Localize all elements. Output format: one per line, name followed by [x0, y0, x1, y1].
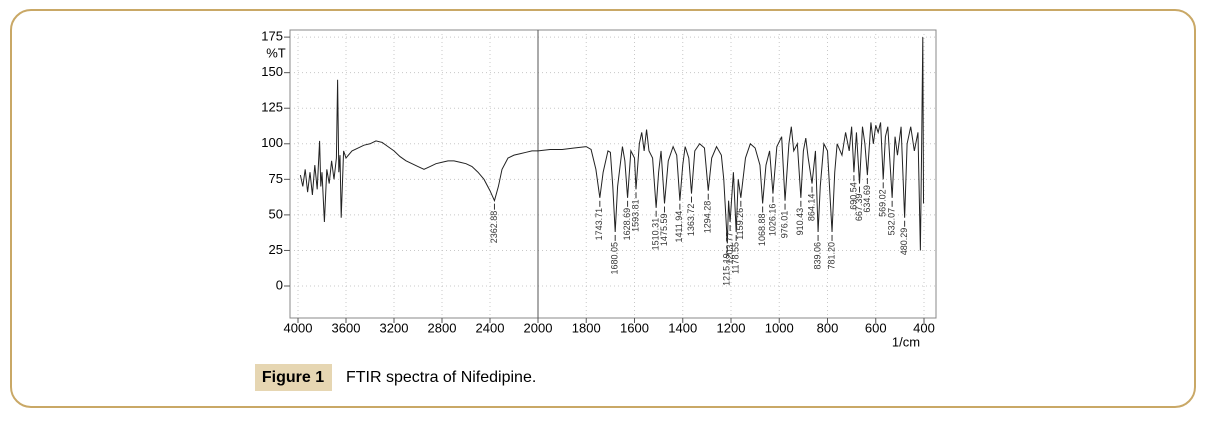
caption-label: Figure 1: [262, 369, 324, 386]
peak-label: 1026.16: [767, 204, 777, 237]
y-tick-label: 50: [269, 206, 283, 221]
caption-label-box: [255, 364, 332, 391]
peak-label: 532.07: [887, 208, 897, 236]
x-tick-label: 3600: [332, 320, 361, 335]
y-tick-label: 125: [261, 100, 283, 115]
peak-label: 1475.59: [659, 214, 669, 247]
peak-label: 839.06: [812, 242, 822, 270]
x-tick-label: 600: [865, 320, 887, 335]
x-tick-label: 1400: [668, 320, 697, 335]
peak-label: 781.20: [826, 242, 836, 270]
y-tick-label: 75: [269, 171, 283, 186]
y-tick-label: 150: [261, 64, 283, 79]
peak-label: 1680.05: [610, 242, 620, 275]
peak-label: 910.43: [795, 208, 805, 236]
x-tick-label: 1600: [620, 320, 649, 335]
peak-label: 1510.31: [651, 218, 661, 251]
peak-label: 1743.71: [594, 208, 604, 241]
x-tick-label: 4000: [284, 320, 313, 335]
peak-label: 1215.19: [722, 253, 732, 286]
peak-label: 2362.88: [489, 211, 499, 244]
peak-label: 1593.81: [630, 199, 640, 232]
y-axis-label: %T: [266, 45, 286, 60]
peak-label: 1363.72: [686, 204, 696, 237]
peak-label: 1294.28: [703, 201, 713, 234]
x-tick-label: 2000: [524, 320, 553, 335]
x-tick-label: 400: [913, 320, 935, 335]
y-tick-label: 25: [269, 242, 283, 257]
x-tick-label: 3200: [380, 320, 409, 335]
spectrum-line: [299, 37, 925, 251]
peak-label: 1411.94: [674, 211, 684, 243]
peak-label: 634.69: [862, 185, 872, 213]
x-tick-label: 1200: [717, 320, 746, 335]
peak-label: 1068.88: [757, 214, 767, 247]
peak-label: 480.29: [899, 228, 909, 256]
x-tick-label: 1800: [572, 320, 601, 335]
peak-label: 1628.69: [622, 208, 632, 241]
x-tick-label: 800: [817, 320, 839, 335]
y-tick-label: 100: [261, 135, 283, 150]
peak-label: 1203.77: [724, 232, 734, 265]
peak-label: 569.02: [878, 189, 888, 217]
peak-label: 976.01: [779, 211, 789, 239]
peak-label: 1178.55: [731, 242, 741, 274]
y-tick-label: 175: [261, 29, 283, 44]
peak-label: 864.14: [806, 194, 816, 222]
peak-label: 690.54: [848, 182, 858, 210]
x-tick-label: 2800: [428, 320, 457, 335]
x-tick-label: 2400: [476, 320, 505, 335]
x-axis-label: 1/cm: [892, 334, 920, 349]
peak-label: 667.39: [854, 194, 864, 222]
y-tick-label: 0: [276, 277, 283, 292]
peak-label: 1159.26: [735, 208, 745, 240]
caption-text: FTIR spectra of Nifedipine.: [346, 369, 536, 386]
x-tick-label: 1000: [765, 320, 794, 335]
plot: 0 25 50 75 100 125 150 175 4000 3600 3200 2800 2400 2…: [261, 29, 936, 335]
